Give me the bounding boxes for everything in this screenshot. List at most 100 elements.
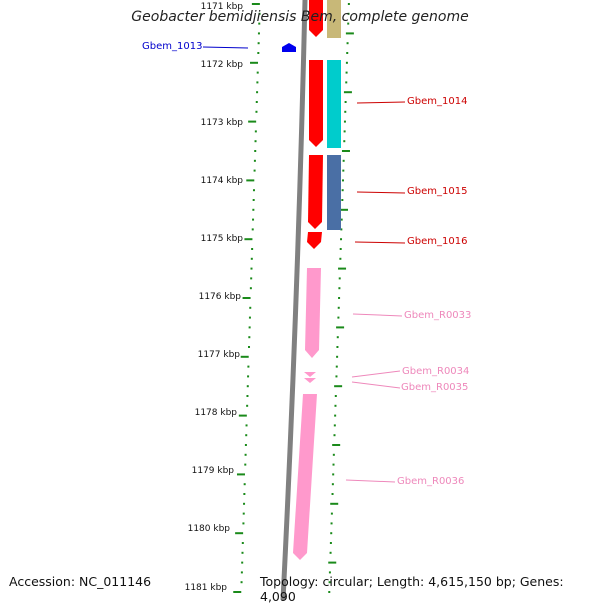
- tick-label: 1171 kbp: [200, 2, 243, 12]
- ruler-minor-tick: [340, 228, 343, 231]
- ruler-minor-tick: [329, 542, 332, 544]
- ruler-minor-tick: [240, 581, 243, 584]
- ruler-minor-tick: [258, 12, 261, 15]
- tick-label: 1177 kbp: [197, 350, 240, 360]
- ruler-minor-tick: [343, 140, 346, 143]
- ruler-minor-tick: [331, 483, 334, 486]
- ruler-minor-tick: [248, 326, 251, 329]
- rna-arrow-gbem-r0035: [304, 378, 316, 383]
- leader-gbem-r0036: [345, 479, 396, 483]
- gene-label-gbem-r0034[interactable]: Gbem_R0034: [402, 366, 470, 377]
- ruler-major-tick: [328, 561, 337, 564]
- ruler-minor-tick: [333, 424, 336, 427]
- ruler-minor-tick: [255, 101, 258, 103]
- ruler-major-tick: [341, 150, 350, 152]
- accession-text: Accession: NC_011146: [9, 574, 152, 589]
- gene-label-gbem-r0035[interactable]: Gbem_R0035: [401, 382, 469, 393]
- ruler-minor-tick: [333, 434, 336, 437]
- ruler-minor-tick: [335, 365, 338, 368]
- ruler-minor-tick: [329, 551, 332, 554]
- tick-label: 1175 kbp: [200, 234, 243, 244]
- ruler-minor-tick: [345, 71, 348, 74]
- ruler-minor-tick: [246, 385, 249, 388]
- rna-arrow-gbem-r0034: [304, 372, 316, 377]
- ruler-major-tick: [343, 91, 352, 94]
- ruler-minor-tick: [252, 208, 255, 211]
- ruler-minor-tick: [252, 199, 255, 201]
- ruler-minor-tick: [252, 189, 255, 192]
- map-title: Geobacter bemidjiensis Bem, complete gen…: [131, 9, 469, 25]
- ruler-minor-tick: [335, 375, 338, 378]
- ruler-major-tick: [246, 179, 255, 182]
- ruler-minor-tick: [244, 463, 247, 466]
- ruler-minor-tick: [241, 551, 244, 554]
- ruler-minor-tick: [243, 502, 246, 505]
- ruler-minor-tick: [256, 81, 259, 84]
- gene-label-gbem-1013[interactable]: Gbem_1013: [142, 41, 203, 52]
- ruler-major-tick: [248, 120, 257, 123]
- ruler-minor-tick: [334, 404, 337, 407]
- ruler-minor-tick: [338, 277, 341, 280]
- ruler-minor-tick: [243, 483, 246, 486]
- ruler-minor-tick: [256, 71, 259, 74]
- ruler-minor-tick: [346, 42, 349, 45]
- ruler-minor-tick: [247, 365, 250, 368]
- ruler-major-tick: [332, 444, 341, 446]
- leader-gbem-r0035: [351, 381, 401, 389]
- ruler-minor-tick: [339, 248, 342, 250]
- ruler-minor-tick: [346, 52, 349, 54]
- tick-label: 1173 kbp: [200, 118, 243, 128]
- tick-label: 1176 kbp: [198, 292, 241, 302]
- gene-label-gbem-1015[interactable]: Gbem_1015: [407, 186, 468, 197]
- ruler-minor-tick: [337, 306, 340, 309]
- genome-backbone: [280, 0, 308, 600]
- ruler-major-tick: [240, 355, 249, 358]
- ruler-minor-tick: [246, 404, 249, 407]
- ruler-minor-tick: [254, 130, 257, 133]
- ruler-minor-tick: [258, 22, 261, 25]
- gene-label-gbem-1016[interactable]: Gbem_1016: [407, 236, 468, 247]
- ruler-minor-tick: [341, 199, 344, 201]
- cog-block-cyan: [327, 60, 341, 148]
- ruler-minor-tick: [330, 532, 333, 535]
- gene-label-gbem-1014[interactable]: Gbem_1014: [407, 96, 468, 107]
- ruler-minor-tick: [336, 355, 339, 358]
- right-tick-ruler: [328, 3, 354, 593]
- ruler-minor-tick: [250, 277, 253, 280]
- cog-block-tan: [327, 0, 341, 38]
- ruler-minor-tick: [334, 395, 337, 397]
- ruler-minor-tick: [245, 424, 248, 427]
- leader-gbem-1013: [202, 46, 249, 49]
- ruler-minor-tick: [342, 169, 345, 172]
- ruler-minor-tick: [332, 463, 335, 466]
- ruler-minor-tick: [342, 159, 345, 162]
- gene-label-gbem-r0036[interactable]: Gbem_R0036: [397, 476, 465, 487]
- ruler-major-tick: [340, 208, 349, 211]
- ruler-minor-tick: [339, 257, 342, 260]
- cds-arrow-gbem-1016: [307, 232, 322, 249]
- ruler-minor-tick: [338, 297, 341, 299]
- ruler-minor-tick: [343, 130, 346, 133]
- ruler-minor-tick: [256, 91, 259, 94]
- ruler-minor-tick: [253, 159, 256, 162]
- ruler-major-tick: [336, 326, 345, 329]
- gene-label-gbem-r0033[interactable]: Gbem_R0033: [404, 310, 472, 321]
- ruler-major-tick: [235, 532, 244, 535]
- ruler-minor-tick: [251, 248, 254, 250]
- ruler-minor-tick: [252, 218, 255, 221]
- cds-arrow-top: [309, 0, 323, 37]
- tick-label: 1178 kbp: [194, 408, 237, 418]
- leader-gbem-r0033: [352, 313, 403, 317]
- ruler-minor-tick: [328, 571, 331, 574]
- ruler-minor-tick: [250, 257, 253, 260]
- gene-arrow-gbem-1013: [282, 43, 296, 52]
- ruler-minor-tick: [340, 238, 343, 241]
- ruler-minor-tick: [244, 444, 247, 446]
- cds-arrow-gbem-1014: [309, 60, 323, 147]
- ruler-major-tick: [233, 591, 242, 593]
- ruler-minor-tick: [331, 493, 334, 495]
- ruler-minor-tick: [343, 120, 346, 123]
- left-tick-ruler: [233, 3, 261, 593]
- ruler-minor-tick: [344, 101, 347, 103]
